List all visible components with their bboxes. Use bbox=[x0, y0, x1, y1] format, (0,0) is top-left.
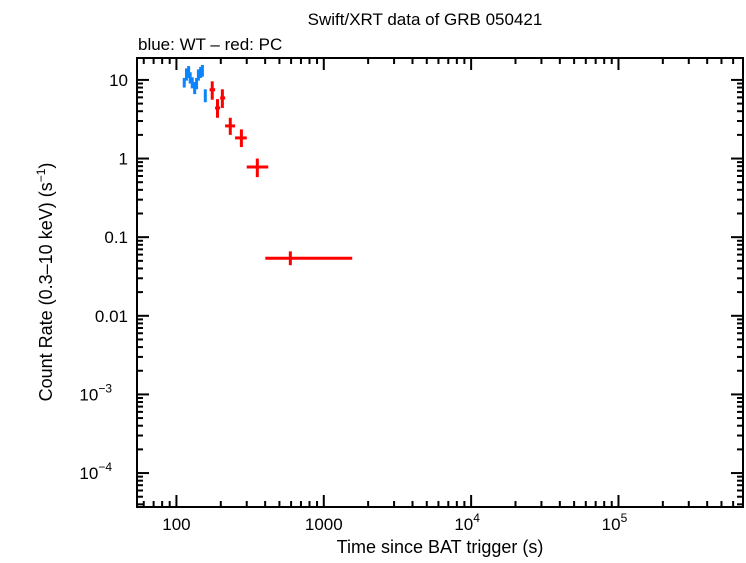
y-tick-label: 10 bbox=[109, 71, 128, 90]
x-tick-label: 105 bbox=[602, 511, 628, 534]
data-point-wt bbox=[196, 69, 200, 81]
x-tick-label: 100 bbox=[162, 515, 190, 534]
series-wt bbox=[182, 64, 207, 103]
y-tick-label: 1 bbox=[119, 150, 128, 169]
data-point-pc bbox=[209, 81, 216, 100]
chart-subtitle: blue: WT – red: PC bbox=[138, 35, 282, 54]
data-point-pc bbox=[225, 117, 236, 135]
x-tick-label: 104 bbox=[454, 511, 480, 534]
data-point-wt bbox=[182, 77, 186, 88]
y-tick-label: 0.1 bbox=[104, 228, 128, 247]
data-point-wt bbox=[187, 66, 191, 78]
data-point-wt bbox=[200, 64, 204, 77]
y-tick-label: 0.01 bbox=[95, 307, 128, 326]
y-axis-label: Count Rate (0.3–10 keV) (s−1) bbox=[34, 163, 56, 402]
series-pc bbox=[209, 81, 353, 266]
data-point-pc bbox=[215, 99, 221, 118]
plot-frame bbox=[136, 57, 744, 508]
chart-title: Swift/XRT data of GRB 050421 bbox=[308, 10, 543, 29]
data-point-pc bbox=[235, 129, 247, 148]
data-point-pc bbox=[220, 89, 226, 108]
x-tick-label: 1000 bbox=[305, 515, 343, 534]
y-tick-label: 10−4 bbox=[79, 460, 112, 483]
data-point-wt bbox=[203, 89, 207, 103]
data-point-pc bbox=[265, 251, 353, 266]
y-tick-label: 10−3 bbox=[79, 381, 112, 404]
data-point-wt bbox=[190, 77, 194, 89]
x-axis-label: Time since BAT trigger (s) bbox=[337, 537, 544, 557]
data-point-pc bbox=[246, 158, 269, 178]
data-point-wt bbox=[195, 77, 199, 90]
